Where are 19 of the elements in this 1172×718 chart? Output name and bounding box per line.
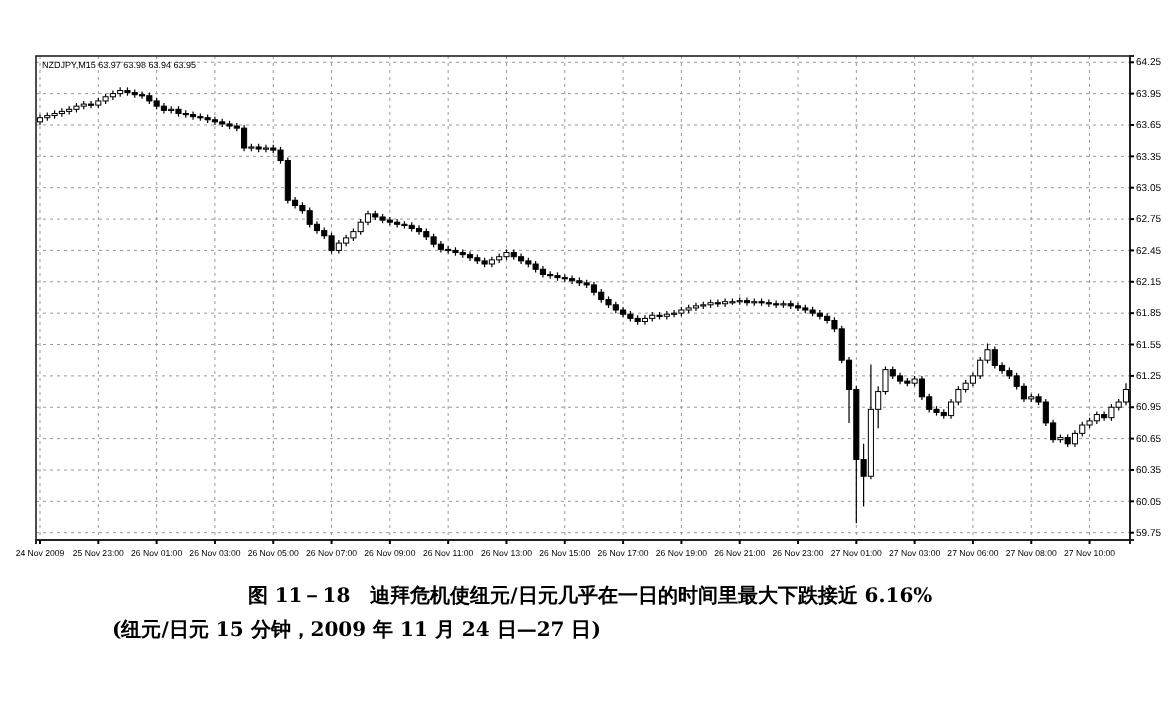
candlestick — [722, 297, 729, 308]
candlestick — [466, 250, 474, 262]
candlestick — [641, 314, 648, 326]
candlestick — [671, 309, 678, 318]
text: (纽元/日元 15 分钟，2009 年 11 月 24 日—27 日) — [112, 618, 601, 642]
candlestick — [109, 89, 116, 101]
candlestick — [306, 206, 313, 229]
candlestick — [58, 107, 65, 118]
candlestick — [1020, 382, 1027, 403]
candlestick — [394, 218, 401, 229]
candlestick — [977, 356, 984, 380]
candlestick — [415, 224, 423, 236]
text: 图 11－18 迪拜危机使纽元/日元几乎在一日的时间里最大下跌接近 6.16% — [247, 584, 934, 608]
candlestick — [328, 232, 335, 255]
candlestick — [816, 309, 823, 321]
candlestick — [991, 346, 998, 370]
candlestick — [284, 156, 291, 204]
candlestick — [241, 124, 248, 152]
candlestick — [1101, 410, 1108, 422]
